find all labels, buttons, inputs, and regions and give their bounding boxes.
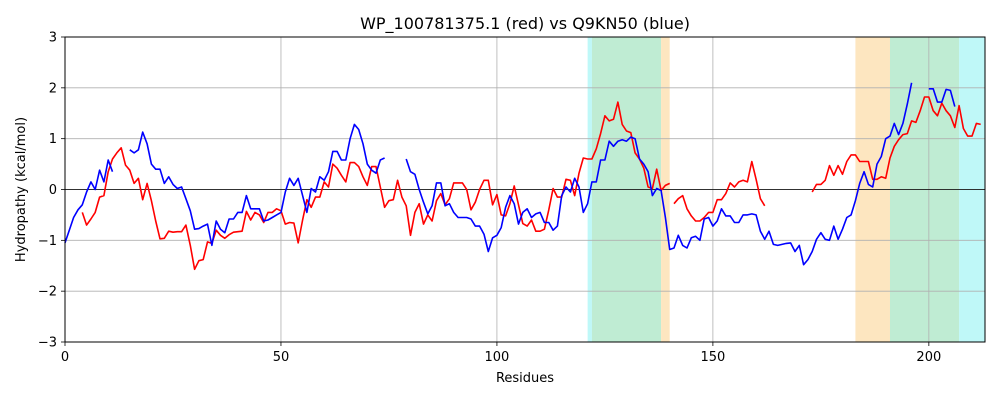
x-axis-label: Residues xyxy=(496,371,554,386)
series-1-segment-2 xyxy=(405,82,913,266)
x-tick-label-2: 100 xyxy=(485,350,510,365)
y-tick-label-6: 3 xyxy=(49,31,57,46)
series-lines xyxy=(64,82,981,271)
series-1-segment-1 xyxy=(129,123,385,247)
y-tick-label-3: 0 xyxy=(49,183,57,198)
series-0-segment-1 xyxy=(673,160,766,222)
y-tick-label-4: 1 xyxy=(49,132,57,147)
y-tick-label-2: −1 xyxy=(38,234,57,249)
x-tick-label-4: 200 xyxy=(916,350,941,365)
y-tick-label-0: −3 xyxy=(38,336,57,351)
series-0-segment-2 xyxy=(811,96,981,193)
series-1-segment-0 xyxy=(64,159,114,244)
series-1-segment-3 xyxy=(928,88,956,107)
x-tick-label-1: 50 xyxy=(273,350,290,365)
y-axis-label: Hydropathy (kcal/mol) xyxy=(14,117,29,262)
y-tick-label-5: 2 xyxy=(49,81,57,96)
y-tick-label-1: −2 xyxy=(38,285,57,300)
x-tick-label-3: 150 xyxy=(700,350,725,365)
chart-title: WP_100781375.1 (red) vs Q9KN50 (blue) xyxy=(360,14,690,34)
series-0-segment-0 xyxy=(81,101,671,271)
x-tick-label-0: 0 xyxy=(61,350,69,365)
y-ticks: −3 −2 −1 0 1 2 3 xyxy=(38,31,65,351)
x-ticks: 0 50 100 150 200 xyxy=(61,342,941,365)
